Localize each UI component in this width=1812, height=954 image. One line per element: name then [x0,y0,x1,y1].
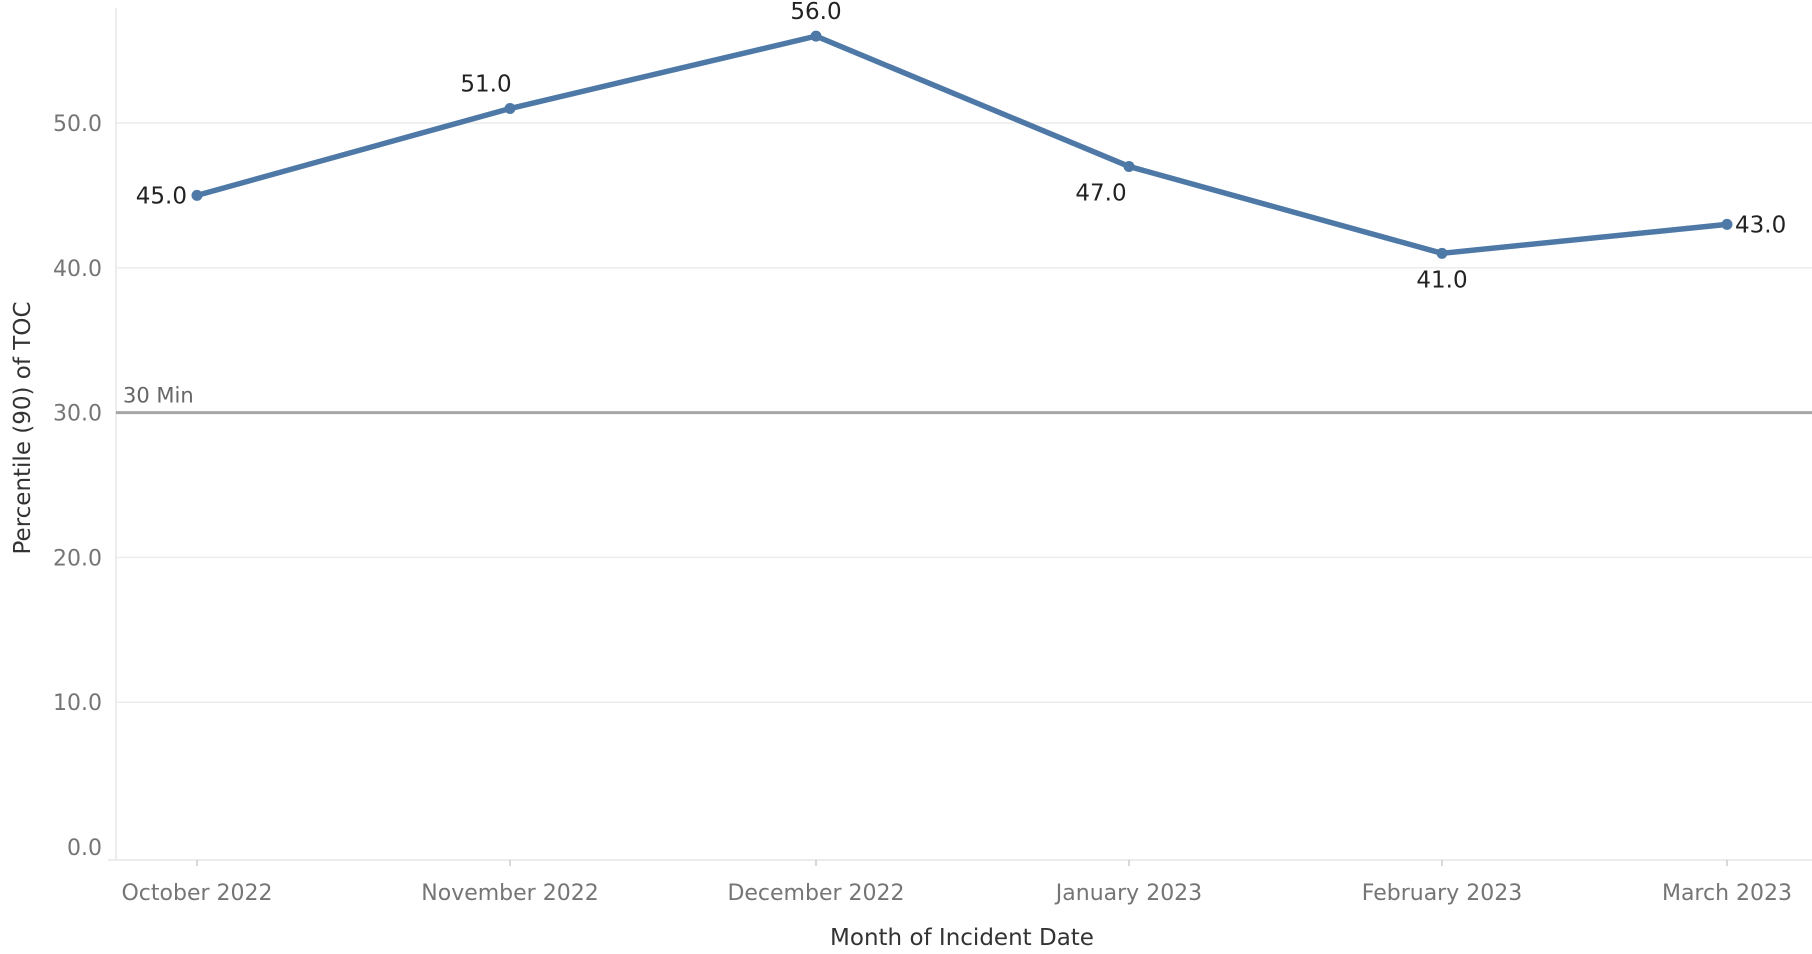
reference-line-label: 30 Min [123,384,194,408]
y-axis-title: Percentile (90) of TOC [10,302,36,555]
series-line-group [194,33,1730,257]
x-tick-label: November 2022 [421,881,598,906]
data-point [1436,247,1448,259]
y-tick-label: 40.0 [53,257,102,282]
x-axis-title: Month of Incident Date [830,925,1094,951]
y-tick-label: 10.0 [53,691,102,716]
data-point [1123,160,1135,172]
data-label: 43.0 [1735,212,1786,238]
x-tick-label: December 2022 [727,881,904,906]
x-tick-label: March 2023 [1662,881,1792,906]
x-tick-label: February 2023 [1362,881,1522,906]
series-line [194,33,1730,257]
y-tick-label: 50.0 [53,112,102,137]
data-label: 47.0 [1075,180,1126,206]
y-axis-ticks: 0.0 10.0 20.0 30.0 40.0 50.0 [53,112,102,861]
x-tick-label: October 2022 [121,881,272,906]
y-tick-label: 0.0 [67,836,102,861]
data-point [504,103,516,115]
reference-line-group: 30 Min [116,384,1812,415]
data-label: 45.0 [136,183,187,209]
data-point [1721,218,1733,230]
x-tick-label: January 2023 [1054,881,1202,906]
data-point [810,30,822,42]
x-axis-ticks: October 2022 November 2022 December 2022 Ja… [121,860,1792,906]
y-tick-label: 30.0 [53,402,102,427]
data-point [191,189,203,201]
data-label: 41.0 [1416,267,1467,293]
data-points [191,30,1733,259]
data-labels: 45.0 51.0 56.0 47.0 41.0 43.0 [136,0,1786,293]
y-tick-label: 20.0 [53,546,102,571]
data-label: 51.0 [460,72,511,98]
data-label: 56.0 [790,0,841,25]
